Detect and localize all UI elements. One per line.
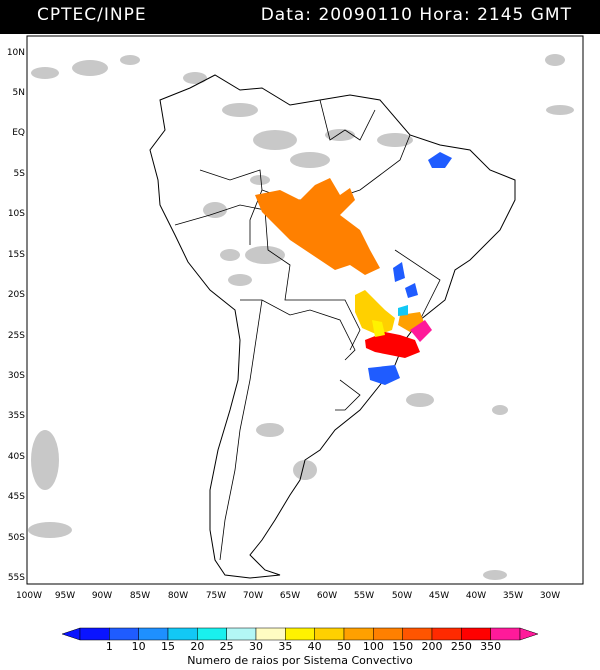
- lon-label: 75W: [206, 591, 226, 601]
- lat-label: 10N: [7, 48, 25, 58]
- legend-swatch: [402, 627, 433, 641]
- lat-label: 50S: [8, 533, 25, 543]
- lat-label: 40S: [8, 452, 25, 462]
- lightning-map: 10N 5N EQ 5S 10S 15S 20S 25S 30S 35S 40S…: [7, 35, 584, 653]
- datetime-label: Data: 20090110 Hora: 2145 GMT: [260, 5, 572, 25]
- lat-label: 25S: [8, 331, 25, 341]
- storm-yellow: [372, 320, 385, 337]
- lon-label: 85W: [130, 591, 150, 601]
- lat-label: 55S: [8, 573, 25, 583]
- lat-axis: 10N 5N EQ 5S 10S 15S 20S 25S 30S 35S 40S…: [7, 48, 25, 583]
- lat-label: 30S: [8, 371, 25, 381]
- legend-colorbar: [61, 627, 539, 641]
- legend-label: 25: [220, 640, 234, 653]
- lon-label: 65W: [280, 591, 300, 601]
- lon-label: 45W: [429, 591, 449, 601]
- legend-swatch: [373, 627, 403, 641]
- storm-cyan: [398, 305, 408, 316]
- country-borders: [174, 99, 441, 561]
- lat-label: 5S: [14, 169, 26, 179]
- continent-outline: [149, 74, 516, 579]
- lon-axis: 100W 95W 90W 85W 80W 75W 70W 65W 60W 55W…: [16, 591, 560, 601]
- legend-label: 50: [337, 640, 351, 653]
- legend-swatch: [197, 627, 227, 641]
- lat-label: 35S: [8, 411, 25, 421]
- lon-label: 80W: [168, 591, 188, 601]
- lat-label: 10S: [8, 209, 25, 219]
- lon-label: 35W: [503, 591, 523, 601]
- legend-swatch: [109, 627, 139, 641]
- legend-label: 350: [480, 640, 501, 653]
- storm-coast: [410, 320, 432, 342]
- storm-ms: [355, 290, 395, 335]
- legend-swatch: [138, 627, 169, 641]
- lat-label: 5N: [13, 88, 25, 98]
- legend-swatch: [226, 627, 257, 641]
- source-label: CPTEC/INPE: [37, 5, 147, 25]
- lon-label: 90W: [92, 591, 112, 601]
- storm-rs: [368, 365, 400, 385]
- map-frame: [26, 35, 584, 585]
- legend-label: 40: [308, 640, 322, 653]
- lat-label: 20S: [8, 290, 25, 300]
- storm-ne: [428, 152, 452, 168]
- legend-label: 30: [249, 640, 263, 653]
- legend-swatch: [461, 627, 491, 641]
- legend-label: 15: [161, 640, 175, 653]
- storm-pr: [365, 332, 420, 358]
- legend-label: 10: [132, 640, 146, 653]
- legend-label: 100: [363, 640, 384, 653]
- lon-label: 95W: [55, 591, 75, 601]
- lat-label: 45S: [8, 492, 25, 502]
- storm-amazon: [255, 178, 380, 275]
- legend-title: Numero de raios por Sistema Convectivo: [187, 654, 413, 667]
- lat-label: EQ: [12, 128, 25, 138]
- lon-label: 30W: [540, 591, 560, 601]
- legend-swatch: [167, 627, 198, 641]
- lon-label: 70W: [243, 591, 263, 601]
- legend-swatch: [314, 627, 345, 641]
- legend-swatch: [431, 627, 462, 641]
- legend-label: 250: [451, 640, 472, 653]
- lon-label: 50W: [392, 591, 412, 601]
- legend-label: 200: [422, 640, 443, 653]
- legend-label: 150: [392, 640, 413, 653]
- storm-systems: [255, 152, 452, 385]
- legend-arrow-left: [61, 627, 81, 641]
- legend-swatch: [285, 627, 315, 641]
- legend-labels: 1 10 15 20 25 30 35 40 50 100 150 200 250 350: [106, 640, 501, 653]
- lat-label: 15S: [8, 250, 25, 260]
- storm-mg: [405, 283, 418, 298]
- legend-swatch: [490, 627, 521, 641]
- legend-swatch: [343, 627, 374, 641]
- legend-label: 1: [106, 640, 113, 653]
- legend-label: 20: [190, 640, 204, 653]
- legend-arrow-right: [519, 627, 539, 641]
- legend-swatch: [79, 627, 110, 641]
- lon-label: 60W: [317, 591, 337, 601]
- header-bar: CPTEC/INPE Data: 20090110 Hora: 2145 GMT: [0, 0, 600, 34]
- lon-label: 55W: [354, 591, 374, 601]
- legend-swatch: [255, 627, 286, 641]
- lon-label: 100W: [16, 591, 42, 601]
- legend-label: 35: [278, 640, 292, 653]
- lon-label: 40W: [466, 591, 486, 601]
- storm-go: [393, 262, 405, 282]
